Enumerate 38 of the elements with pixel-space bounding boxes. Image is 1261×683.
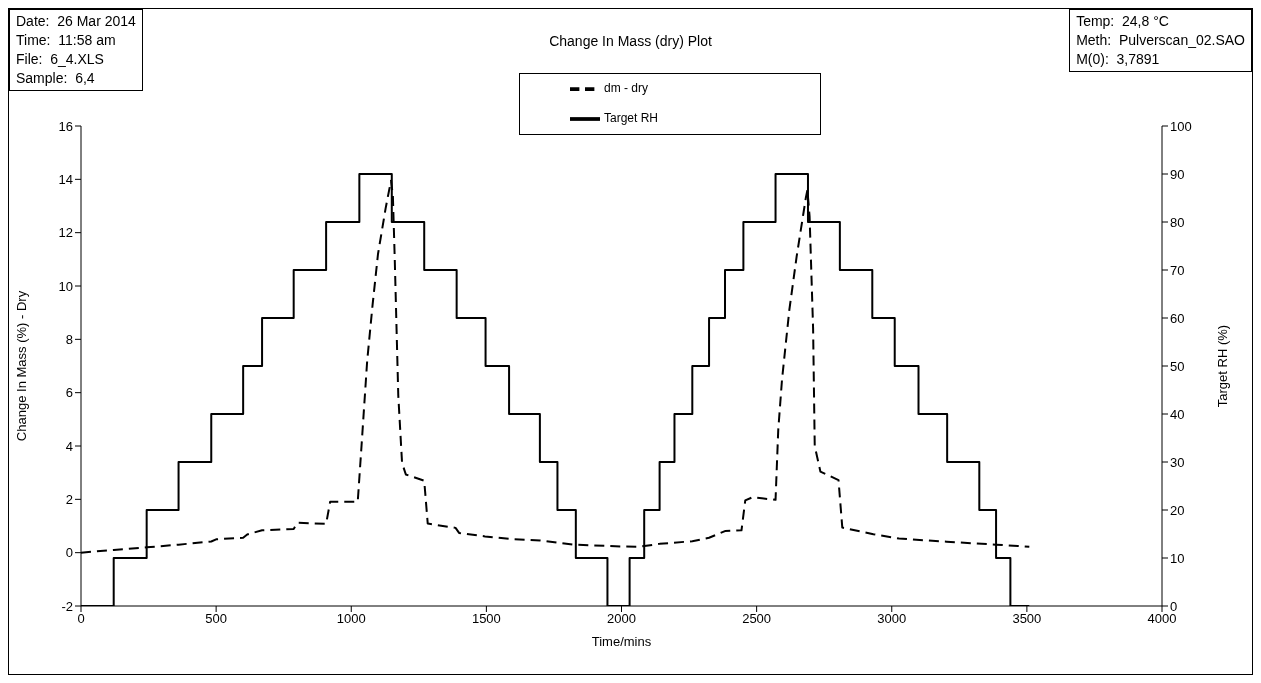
- text: Date: 26 Mar 2014 Time: 11:58 am File: 6_4.XLS Sample: 6,4: [9, 9, 143, 91]
- y-tick-label: 2: [65, 491, 73, 507]
- y2-tick-label: 100: [1170, 118, 1192, 134]
- legend-label: dm - dry: [604, 81, 649, 96]
- x-tick-label: 2000: [607, 611, 636, 627]
- x-tick-label: 3000: [877, 611, 907, 627]
- y2-tick-label: 90: [1170, 166, 1185, 182]
- y2-tick-label: 20: [1170, 502, 1185, 518]
- x-tick-label: 1000: [336, 611, 366, 627]
- text: Temp: 24,8 °C Meth: Pulverscan_02.SAO M(0): 3,7891: [1069, 9, 1252, 72]
- y-tick-label: 14: [58, 171, 73, 187]
- y2-tick-label: 60: [1170, 310, 1185, 326]
- y-tick-label: 0: [65, 545, 73, 561]
- y2-tick-label: 30: [1170, 454, 1185, 470]
- y2-tick-label: 10: [1170, 550, 1185, 566]
- y-tick-label: 10: [58, 278, 73, 294]
- y2-tick-label: 0: [1170, 598, 1178, 614]
- y-tick-label: 4: [65, 438, 73, 454]
- x-tick-label: 4000: [1147, 611, 1177, 627]
- y2-tick-label: 50: [1170, 358, 1185, 374]
- x-tick-label: 0: [77, 611, 85, 627]
- y-tick-label: 8: [65, 331, 73, 347]
- x-tick-label: 2500: [742, 611, 772, 627]
- y-tick-label: 12: [58, 225, 73, 241]
- y-tick-label: 16: [58, 118, 73, 134]
- y2-tick-label: 80: [1170, 214, 1185, 230]
- x-tick-label: 3500: [1012, 611, 1042, 627]
- x-tick-label: 1500: [471, 611, 501, 627]
- y2-tick-label: 70: [1170, 262, 1185, 278]
- y2-tick-label: 40: [1170, 406, 1185, 422]
- legend-label: Target RH: [604, 111, 659, 126]
- x-tick-label: 500: [205, 611, 227, 627]
- x-axis-title: Time/mins: [591, 634, 652, 649]
- chart-title: Change In Mass (dry) Plot: [549, 33, 712, 49]
- y-tick-label: -2: [61, 598, 73, 614]
- y-tick-label: 6: [65, 385, 73, 401]
- y-axis-title: Change In Mass (%) - Dry: [13, 290, 29, 442]
- y2-axis-title: Target RH (%): [1214, 324, 1230, 408]
